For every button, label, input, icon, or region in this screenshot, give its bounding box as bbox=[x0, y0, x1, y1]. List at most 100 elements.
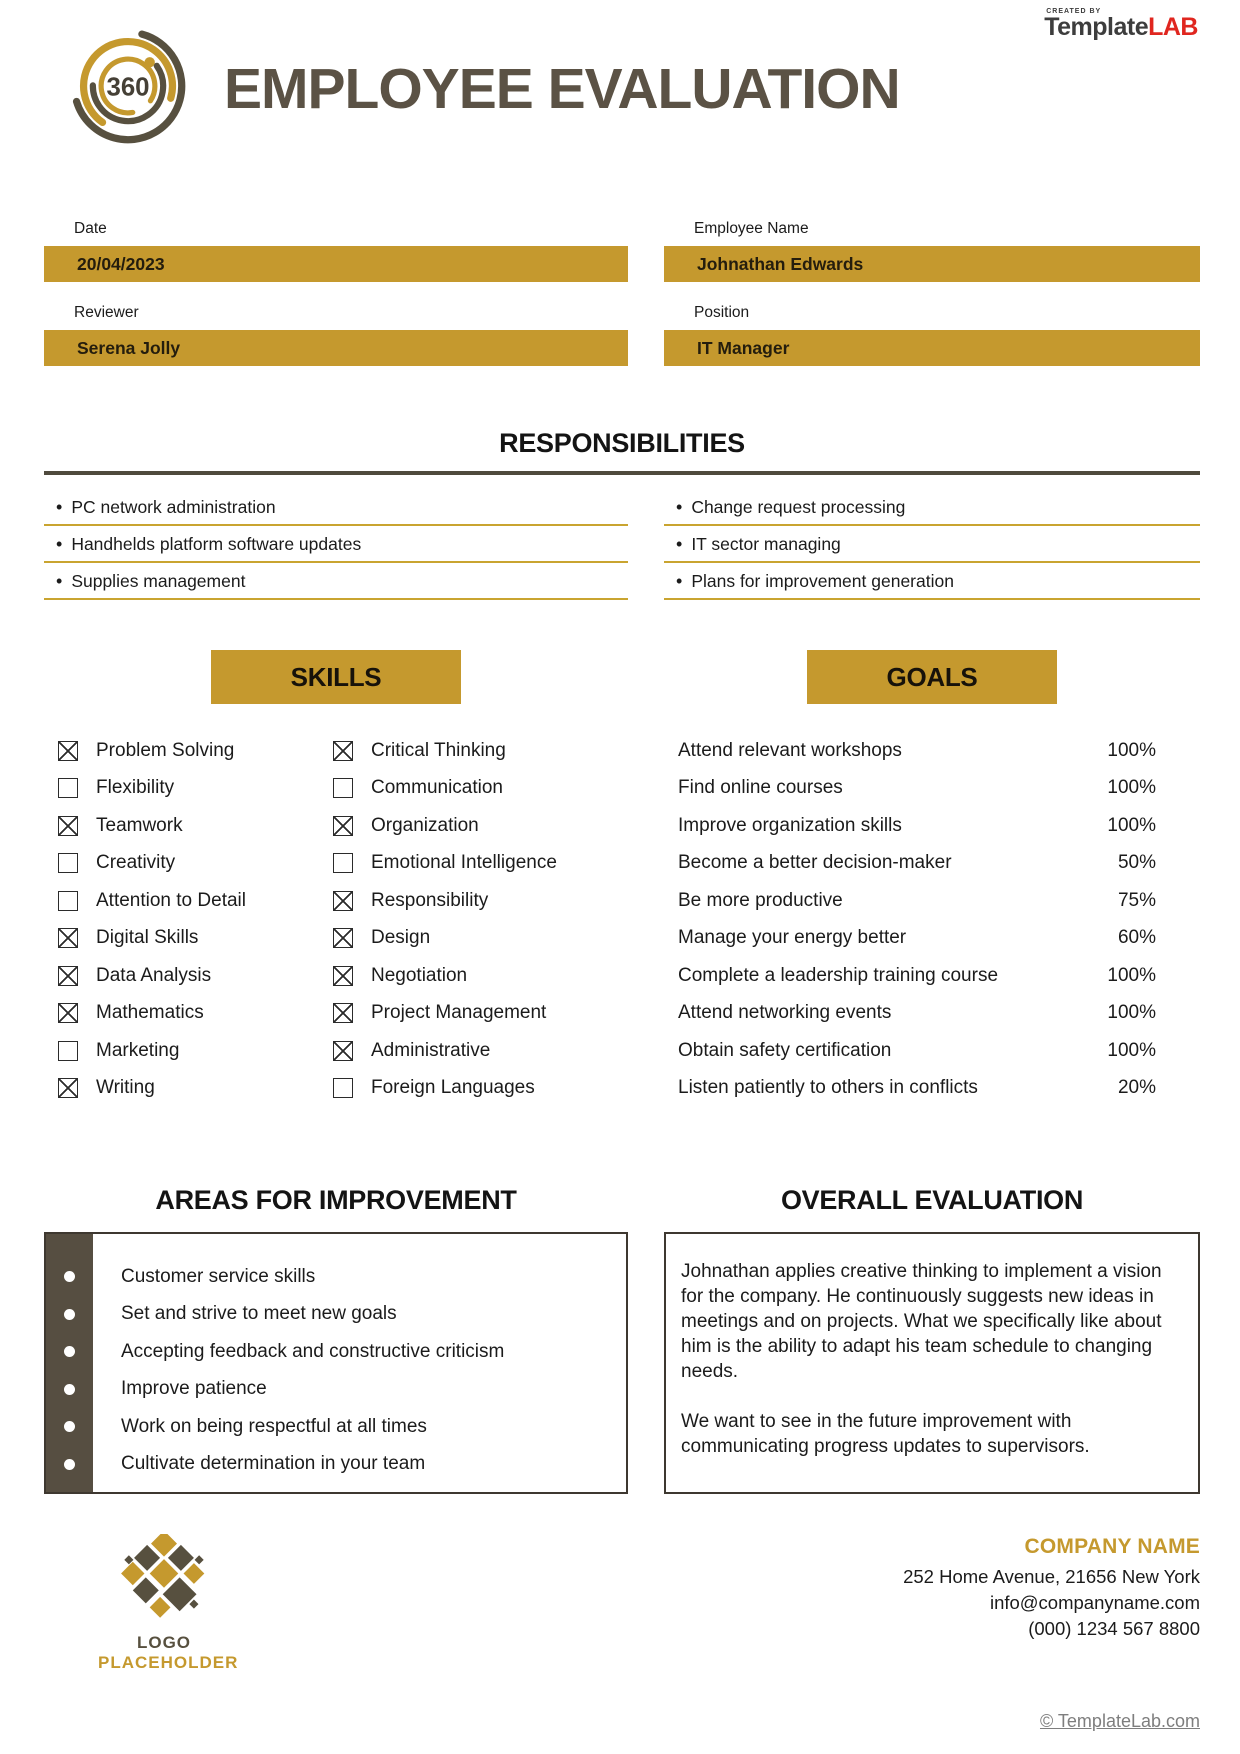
goal-percent: 100% bbox=[1107, 814, 1156, 836]
skill-row: Emotional Intelligence bbox=[333, 845, 628, 883]
skill-label: Digital Skills bbox=[96, 927, 199, 949]
goal-label: Attend networking events bbox=[678, 1002, 892, 1024]
responsibility-item: PC network administration bbox=[44, 489, 628, 526]
skill-checkbox[interactable] bbox=[333, 740, 353, 761]
skill-checkbox[interactable] bbox=[58, 1078, 78, 1099]
section-title-evaluation: OVERALL EVALUATION bbox=[780, 1185, 1084, 1215]
skill-row: Critical Thinking bbox=[333, 732, 628, 770]
responsibilities-right-column: Change request processing IT sector mana… bbox=[664, 489, 1200, 600]
skill-checkbox[interactable] bbox=[58, 740, 78, 761]
goal-row: Attend networking events 100% bbox=[664, 995, 1200, 1033]
skill-checkbox[interactable] bbox=[333, 853, 353, 874]
reviewer-label: Reviewer bbox=[74, 304, 139, 321]
goal-label: Attend relevant workshops bbox=[678, 739, 902, 761]
skill-checkbox[interactable] bbox=[58, 778, 78, 799]
goal-label: Obtain safety certification bbox=[678, 1039, 892, 1061]
bullet-dot-icon bbox=[64, 1346, 75, 1357]
bullet-dot-icon bbox=[64, 1271, 75, 1282]
skill-row: Design bbox=[333, 920, 628, 958]
goal-percent: 60% bbox=[1117, 927, 1156, 949]
skill-label: Foreign Languages bbox=[371, 1077, 535, 1099]
skill-label: Attention to Detail bbox=[96, 889, 246, 911]
bullet-dot-icon bbox=[64, 1308, 75, 1320]
page-title: EMPLOYEE EVALUATION bbox=[224, 57, 901, 121]
logo-placeholder-label: LOGO bbox=[136, 1633, 192, 1652]
skill-label: Project Management bbox=[371, 1002, 547, 1024]
goal-row: Attend relevant workshops 100% bbox=[664, 732, 1200, 770]
company-address: 252 Home Avenue, 21656 New York bbox=[903, 1566, 1200, 1587]
skill-checkbox[interactable] bbox=[333, 1003, 353, 1024]
copyright-link[interactable]: © TemplateLab.com bbox=[1039, 1711, 1200, 1731]
skill-checkbox[interactable] bbox=[333, 815, 353, 836]
skill-row: Negotiation bbox=[333, 957, 628, 995]
skill-checkbox[interactable] bbox=[58, 853, 78, 874]
skill-checkbox[interactable] bbox=[58, 1040, 78, 1061]
goal-row: Manage your energy better 60% bbox=[664, 920, 1200, 958]
employee-name-input[interactable]: Johnathan Edwards bbox=[664, 246, 1200, 282]
skill-row: Mathematics bbox=[44, 995, 333, 1033]
responsibilities-left-column: PC network administration Handhelds plat… bbox=[44, 489, 628, 600]
bullet-dot-icon bbox=[64, 1458, 75, 1470]
goal-percent: 75% bbox=[1117, 889, 1156, 911]
goals-column: GOALS Attend relevant workshops 100% Find… bbox=[664, 650, 1200, 1107]
responsibilities-list: PC network administration Handhelds plat… bbox=[44, 489, 1200, 600]
templatelab-lab-accent: LAB bbox=[1148, 13, 1198, 41]
skill-checkbox[interactable] bbox=[333, 778, 353, 799]
skill-row: Data Analysis bbox=[44, 957, 333, 995]
skill-row: Teamwork bbox=[44, 807, 333, 845]
skill-label: Problem Solving bbox=[96, 739, 235, 761]
skill-label: Teamwork bbox=[96, 814, 183, 836]
skill-label: Creativity bbox=[96, 852, 176, 874]
date-input[interactable]: 20/04/2023 bbox=[44, 246, 628, 282]
created-by-label: CREATED BY bbox=[1046, 8, 1102, 15]
skill-row: Marketing bbox=[44, 1032, 333, 1070]
skills-column: SKILLS Problem Solving Flexibility Teamw… bbox=[44, 650, 628, 1107]
company-email: info@companyname.com bbox=[989, 1592, 1200, 1613]
goal-label: Find online courses bbox=[678, 777, 843, 799]
skill-checkbox[interactable] bbox=[333, 965, 353, 986]
skill-row: Creativity bbox=[44, 845, 333, 883]
skill-checkbox[interactable] bbox=[58, 965, 78, 986]
skill-label: Marketing bbox=[96, 1039, 180, 1061]
skill-label: Responsibility bbox=[371, 889, 489, 911]
goal-row: Become a better decision-maker 50% bbox=[664, 845, 1200, 883]
skill-row: Attention to Detail bbox=[44, 882, 333, 920]
position-input[interactable]: IT Manager bbox=[664, 330, 1200, 366]
skill-label: Writing bbox=[96, 1077, 155, 1099]
date-label: Date bbox=[74, 220, 107, 237]
bullet-dot-icon bbox=[64, 1421, 75, 1432]
skill-checkbox[interactable] bbox=[58, 815, 78, 836]
goal-percent: 100% bbox=[1107, 1039, 1156, 1061]
skill-checkbox[interactable] bbox=[333, 1040, 353, 1061]
goal-row: Listen patiently to others in conflicts 2… bbox=[664, 1070, 1200, 1108]
improvement-item: Set and strive to meet new goals bbox=[121, 1303, 397, 1325]
skill-label: Organization bbox=[371, 814, 479, 836]
copyright: © TemplateLab.com bbox=[44, 1711, 1200, 1732]
title-divider bbox=[44, 471, 1200, 475]
improvement-column: AREAS FOR IMPROVEMENT Customer service s… bbox=[44, 1185, 628, 1494]
company-name: COMPANY NAME bbox=[1024, 1535, 1200, 1558]
improvement-list: Customer service skills Set and strive t… bbox=[93, 1234, 626, 1492]
skill-row: Organization bbox=[333, 807, 628, 845]
responsibility-item: Handhelds platform software updates bbox=[44, 526, 628, 563]
responsibility-item: Change request processing bbox=[664, 489, 1200, 526]
bottom-section: AREAS FOR IMPROVEMENT Customer service s… bbox=[44, 1185, 1200, 1494]
improvement-item: Improve patience bbox=[121, 1378, 267, 1400]
skill-row: Responsibility bbox=[333, 882, 628, 920]
evaluation-paragraph: Johnathan applies creative thinking to i… bbox=[681, 1261, 1162, 1382]
templatelab-logo: CREATED BY TemplateLAB bbox=[1044, 8, 1198, 40]
skill-checkbox[interactable] bbox=[58, 1003, 78, 1024]
responsibility-item: Plans for improvement generation bbox=[664, 563, 1200, 600]
skill-checkbox[interactable] bbox=[58, 928, 78, 949]
skill-checkbox[interactable] bbox=[333, 928, 353, 949]
improvement-item: Cultivate determination in your team bbox=[121, 1453, 426, 1475]
skill-checkbox[interactable] bbox=[333, 890, 353, 911]
skill-checkbox[interactable] bbox=[333, 1078, 353, 1099]
skill-row: Project Management bbox=[333, 995, 628, 1033]
skills-goals-section: SKILLS Problem Solving Flexibility Teamw… bbox=[44, 650, 1200, 1107]
skill-label: Emotional Intelligence bbox=[371, 852, 557, 874]
skills-subcolumn-1: Problem Solving Flexibility Teamwork Cre… bbox=[44, 732, 333, 1107]
reviewer-input[interactable]: Serena Jolly bbox=[44, 330, 628, 366]
goal-row: Be more productive 75% bbox=[664, 882, 1200, 920]
skill-checkbox[interactable] bbox=[58, 890, 78, 911]
